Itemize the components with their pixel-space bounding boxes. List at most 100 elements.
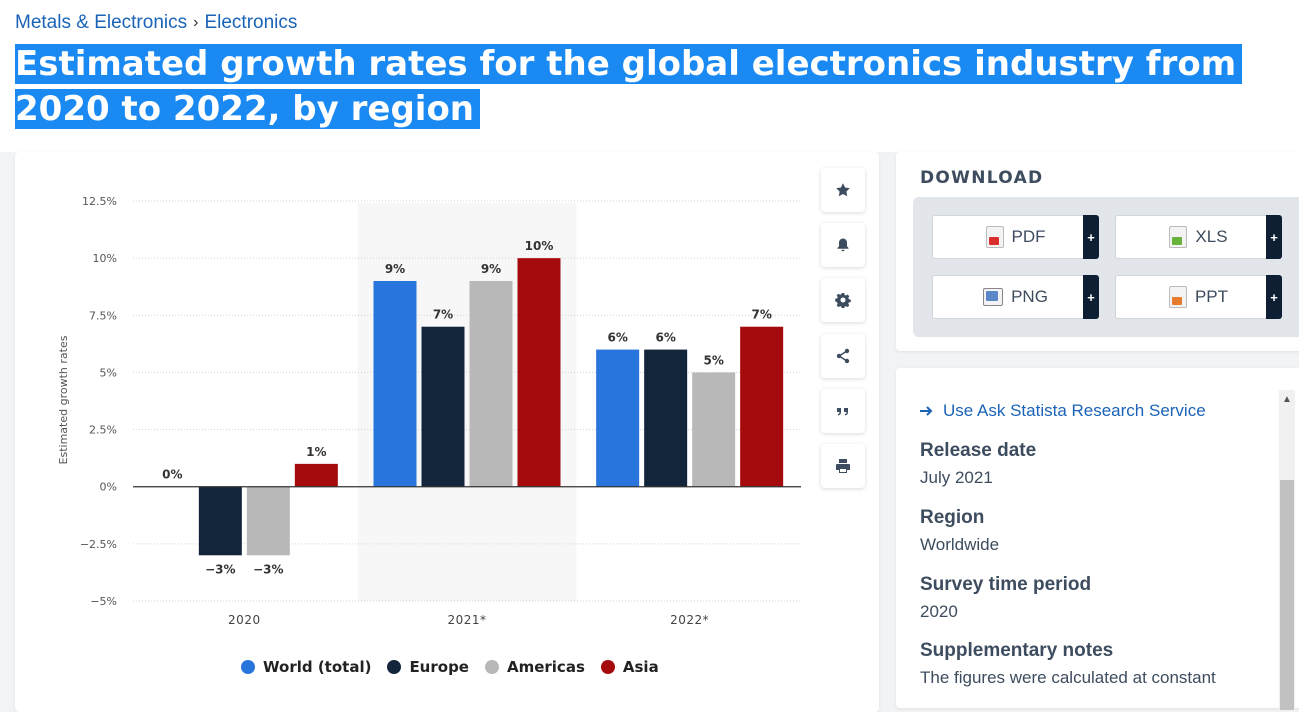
region-section: Region Worldwide <box>920 507 999 555</box>
pdf-file-icon <box>985 226 1004 248</box>
breadcrumb: Metals & Electronics › Electronics <box>15 12 297 34</box>
bar[interactable] <box>246 486 290 556</box>
region-value: Worldwide <box>920 535 1000 554</box>
bar[interactable] <box>373 281 417 487</box>
release-date-value: July 2021 <box>920 468 993 487</box>
y-tick-label: 10% <box>93 252 117 265</box>
bar[interactable] <box>517 258 561 487</box>
legend-item-europe[interactable]: Europe <box>387 658 469 676</box>
bar[interactable] <box>596 349 640 487</box>
legend-marker-world <box>241 660 255 674</box>
png-file-icon <box>983 288 1004 306</box>
star-icon <box>836 183 850 197</box>
xls-file-icon <box>1169 226 1188 248</box>
y-tick-label: −5% <box>90 595 117 608</box>
bar[interactable] <box>644 349 688 487</box>
share-button[interactable] <box>821 334 865 378</box>
chart-legend: World (total) Europe Americas Asia <box>241 658 659 676</box>
y-axis-title: Estimated growth rates <box>57 335 70 464</box>
scrollbar-thumb[interactable] <box>1280 480 1294 710</box>
download-buttons-container: PDF + XLS + PNG + PPT + <box>913 197 1299 337</box>
data-label: 10% <box>525 239 554 253</box>
data-label: 7% <box>433 308 453 322</box>
legend-label-world: World (total) <box>263 658 372 676</box>
supplementary-notes-section: Supplementary notes The figures were cal… <box>920 640 1216 688</box>
y-tick-label: −2.5% <box>80 538 117 551</box>
download-title: DOWNLOAD <box>920 168 1044 188</box>
quote-icon <box>837 408 848 416</box>
share-icon <box>836 348 850 364</box>
scroll-up-arrow-icon[interactable]: ▲ <box>1282 393 1292 405</box>
print-button[interactable] <box>821 444 865 488</box>
data-label: 9% <box>481 262 501 276</box>
chart-plot-area: 12.5% 10% 7.5% 5% 2.5% 0% −2.5% −5% 0% −3% −3% 1% 20… <box>80 195 801 627</box>
y-tick-label: 2.5% <box>89 424 117 437</box>
page-title-text: Estimated growth rates for the global el… <box>15 44 1243 129</box>
breadcrumb-separator: › <box>193 14 199 31</box>
download-ppt-options[interactable]: + <box>1266 275 1282 319</box>
download-pdf-label: PDF <box>1011 227 1046 246</box>
legend-item-americas[interactable]: Americas <box>484 658 585 676</box>
y-tick-label: 7.5% <box>89 309 117 322</box>
chart-card: Estimated growth rates 12.5% 10% 7.5% 5% 2.5… <box>15 152 879 712</box>
download-png-button[interactable]: PNG + <box>932 275 1099 319</box>
release-date-section: Release date July 2021 <box>920 440 1036 488</box>
supplementary-notes-value: The figures were calculated at constant <box>920 668 1216 687</box>
release-date-label: Release date <box>920 440 1037 461</box>
x-tick-label: 2022* <box>670 613 709 627</box>
data-label: 7% <box>751 308 771 322</box>
legend-marker-americas <box>484 660 499 674</box>
breadcrumb-link-metals-electronics[interactable]: Metals & Electronics <box>15 12 188 33</box>
download-xls-button[interactable]: XLS + <box>1115 215 1282 259</box>
legend-label-americas: Americas <box>506 658 585 676</box>
breadcrumb-link-electronics[interactable]: Electronics <box>204 12 298 33</box>
info-scrollbar[interactable]: ▲ <box>1279 390 1295 710</box>
ppt-file-icon <box>1168 286 1187 308</box>
data-label: 5% <box>703 353 723 367</box>
download-pdf-options[interactable]: + <box>1083 215 1099 259</box>
legend-label-europe: Europe <box>409 658 469 676</box>
download-png-options[interactable]: + <box>1083 275 1099 319</box>
bell-icon <box>837 238 849 252</box>
notification-button[interactable] <box>821 223 865 267</box>
survey-period-section: Survey time period 2020 <box>920 574 1091 622</box>
data-label: 1% <box>306 445 326 459</box>
bar[interactable] <box>740 326 784 487</box>
download-panel: DOWNLOAD PDF + XLS + PNG + PPT + <box>896 152 1299 351</box>
settings-button[interactable] <box>821 278 865 322</box>
page-title-container: Estimated growth rates for the global el… <box>15 42 1285 132</box>
data-label: −3% <box>205 562 235 576</box>
cite-button[interactable] <box>821 389 865 433</box>
supplementary-notes-label: Supplementary notes <box>920 640 1114 661</box>
data-label: 6% <box>607 331 627 345</box>
region-label: Region <box>920 507 985 528</box>
bar-chart: Estimated growth rates 12.5% 10% 7.5% 5% 2.5… <box>57 195 801 627</box>
survey-period-label: Survey time period <box>920 574 1092 595</box>
legend-marker-europe <box>387 660 402 674</box>
legend-marker-asia <box>600 660 615 674</box>
data-label: 6% <box>655 331 675 345</box>
download-pdf-button[interactable]: PDF + <box>932 215 1099 259</box>
legend-item-world[interactable]: World (total) <box>241 658 371 676</box>
bar[interactable] <box>469 281 513 487</box>
y-tick-label: 12.5% <box>82 195 117 208</box>
data-label: −3% <box>253 562 283 576</box>
bar[interactable] <box>198 486 242 556</box>
arrow-right-icon <box>920 406 933 416</box>
download-ppt-label: PPT <box>1194 287 1229 306</box>
legend-item-asia[interactable]: Asia <box>600 658 659 676</box>
gear-icon <box>835 293 851 308</box>
ask-statista-link[interactable]: Use Ask Statista Research Service <box>920 401 1206 421</box>
data-label: 9% <box>385 262 405 276</box>
download-xls-label: XLS <box>1195 227 1228 246</box>
download-xls-options[interactable]: + <box>1266 215 1282 259</box>
favorite-button[interactable] <box>821 168 865 212</box>
download-png-label: PNG <box>1011 287 1048 306</box>
bar[interactable] <box>421 326 465 487</box>
download-ppt-button[interactable]: PPT + <box>1115 275 1282 319</box>
bar[interactable] <box>294 463 338 487</box>
ask-statista-label: Use Ask Statista Research Service <box>943 401 1206 420</box>
bar[interactable] <box>692 372 736 487</box>
y-tick-label: 0% <box>100 481 117 494</box>
legend-label-asia: Asia <box>622 658 659 676</box>
